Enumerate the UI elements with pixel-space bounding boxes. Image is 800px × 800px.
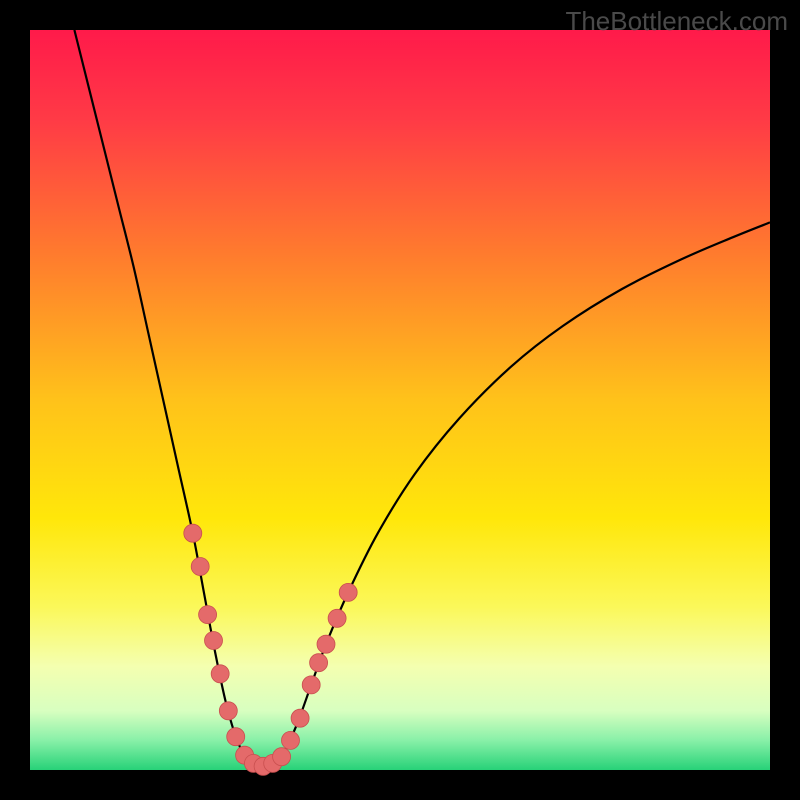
data-marker: [328, 609, 346, 627]
data-marker: [310, 654, 328, 672]
watermark-text: TheBottleneck.com: [565, 6, 788, 37]
data-marker: [273, 748, 291, 766]
data-marker: [211, 665, 229, 683]
data-marker: [339, 583, 357, 601]
data-marker: [191, 558, 209, 576]
data-marker: [317, 635, 335, 653]
data-marker: [199, 606, 217, 624]
data-marker: [184, 524, 202, 542]
data-marker: [291, 709, 309, 727]
data-marker: [281, 731, 299, 749]
data-marker: [227, 728, 245, 746]
bottleneck-chart: [0, 0, 800, 800]
data-marker: [219, 702, 237, 720]
data-marker: [302, 676, 320, 694]
chart-background: [30, 30, 770, 770]
data-marker: [205, 632, 223, 650]
